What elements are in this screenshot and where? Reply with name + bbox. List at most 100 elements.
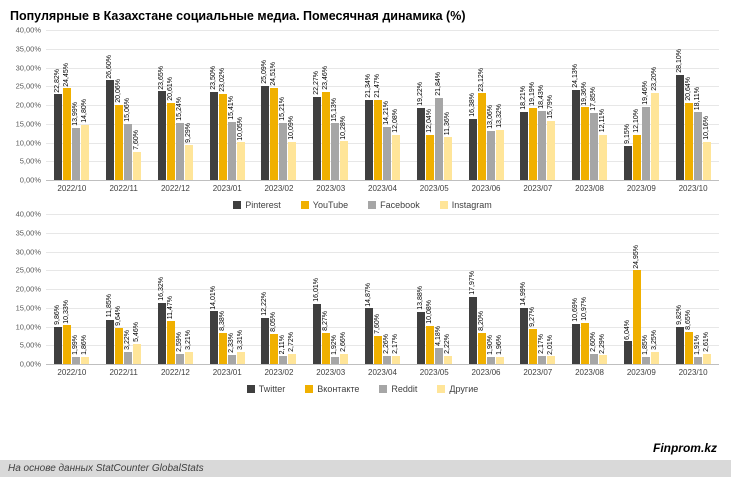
x-axis-label: 2023/02 xyxy=(264,368,294,377)
bar-column: 2,29% xyxy=(599,214,608,364)
bar-column: 1,92% xyxy=(331,214,340,364)
bar-другие xyxy=(443,355,452,364)
bar-column: 14,21% xyxy=(382,30,391,180)
bar-group: 23,65% 20,61% 15,24% 9,29% xyxy=(150,30,202,180)
x-axis-label: 2023/05 xyxy=(419,368,449,377)
bar-pinterest xyxy=(675,74,684,180)
bar-reddit xyxy=(434,348,443,364)
bar-value-label: 8,20% xyxy=(477,311,485,332)
x-axis-label: 2023/04 xyxy=(368,184,397,193)
bar-column: 2,72% xyxy=(288,214,297,364)
bar-column: 20,06% xyxy=(115,30,124,180)
bar-value-label: 14,80% xyxy=(81,98,89,123)
bar-column: 20,64% xyxy=(684,30,693,180)
bar-value-label: 2,66% xyxy=(340,332,348,353)
x-axis-label: 2023/03 xyxy=(316,184,346,193)
source-note: На основе данных StatCounter GlobalStats xyxy=(0,460,731,477)
x-axis-label: 2022/12 xyxy=(160,184,190,193)
x-axis-label: 2023/03 xyxy=(316,368,346,377)
bar-value-label: 23,12% xyxy=(477,67,485,92)
bar-value-label: 15,24% xyxy=(175,97,183,121)
bar-facebook xyxy=(434,98,443,180)
bar-reddit xyxy=(331,356,340,364)
bar-вконтакте xyxy=(115,327,124,364)
bar-value-label: 1,90% xyxy=(486,335,494,355)
legend-label: Другие xyxy=(449,384,479,394)
bar-reddit xyxy=(590,354,599,364)
bar-column: 10,05% xyxy=(236,30,245,180)
x-axis-label: 2022/11 xyxy=(109,368,138,377)
bar-column: 2,59% xyxy=(175,214,184,364)
bar-twitter xyxy=(313,303,322,364)
legend-label: Вконтакте xyxy=(317,384,360,394)
y-axis-tick-label: 35,00% xyxy=(15,44,41,54)
bar-group: 12,22% 8,05% 2,11% 2,72% xyxy=(253,214,305,364)
legend-item-youtube: YouTube xyxy=(300,200,348,210)
legend-item-facebook: Facebook xyxy=(368,200,420,210)
gridline xyxy=(46,251,719,253)
bar-value-label: 13,06% xyxy=(486,105,494,130)
bar-column: 14,87% xyxy=(364,214,373,364)
bar-column: 8,65% xyxy=(684,214,693,364)
bar-instagram xyxy=(236,142,245,180)
bar-value-label: 9,27% xyxy=(529,307,537,328)
bar-value-label: 5,46% xyxy=(133,321,141,342)
bar-column: 9,29% xyxy=(184,30,193,180)
bar-value-label: 16,01% xyxy=(313,278,321,302)
bar-pinterest xyxy=(623,145,632,180)
bar-twitter xyxy=(416,311,425,364)
bar-value-label: 10,33% xyxy=(63,299,71,324)
bar-другие xyxy=(391,355,400,364)
bar-value-label: 23,02% xyxy=(218,67,226,92)
bar-value-label: 15,79% xyxy=(547,95,555,119)
bar-column: 14,01% xyxy=(209,214,218,364)
bar-group: 16,32% 11,47% 2,59% 3,21% xyxy=(150,214,202,364)
bar-facebook xyxy=(382,126,391,180)
bar-column: 2,17% xyxy=(391,214,400,364)
bar-value-label: 1,86% xyxy=(81,335,89,356)
bar-youtube xyxy=(529,108,538,180)
bar-column: 11,85% xyxy=(106,214,115,364)
bar-column: 19,22% xyxy=(416,30,425,180)
y-axis-tick-label: 0,00% xyxy=(19,359,41,369)
bar-другие xyxy=(236,351,245,364)
bar-value-label: 23,65% xyxy=(157,65,165,90)
y-axis-tick-label: 25,00% xyxy=(15,265,41,275)
bar-column: 10,16% xyxy=(702,30,711,180)
gridline xyxy=(46,67,719,69)
bar-facebook xyxy=(279,122,288,180)
page-title: Популярные в Казахстане социальные медиа… xyxy=(10,9,466,23)
gridline xyxy=(46,142,719,144)
bar-column: 23,50% xyxy=(209,30,218,180)
bar-column: 17,85% xyxy=(590,30,599,180)
bar-instagram xyxy=(340,141,349,180)
bar-value-label: 8,27% xyxy=(322,311,330,331)
bar-twitter xyxy=(261,318,270,364)
bar-вконтакте xyxy=(684,331,693,364)
bar-value-label: 24,45% xyxy=(63,62,71,87)
bar-group: 9,15% 12,10% 19,46% 23,20% xyxy=(615,30,667,180)
x-axis-label: 2022/10 xyxy=(57,368,87,377)
bar-column: 2,61% xyxy=(702,214,711,364)
bar-value-label: 2,33% xyxy=(227,333,235,354)
bar-column: 9,64% xyxy=(115,214,124,364)
bar-group: 22,27% 23,46% 15,13% 10,28% xyxy=(305,30,357,180)
bar-другие xyxy=(702,354,711,364)
bar-другие xyxy=(599,355,608,364)
bar-column: 8,27% xyxy=(322,214,331,364)
bar-group: 17,97% 8,20% 1,90% 1,96% xyxy=(460,214,512,364)
legend-item-instagram: Instagram xyxy=(439,200,492,210)
bar-column: 28,10% xyxy=(675,30,684,180)
x-axis-label: 2023/06 xyxy=(471,368,501,377)
bar-value-label: 15,06% xyxy=(124,97,132,122)
plot-area: 22,82% 24,45% 13,99% 14,80% 26,60% 20,06% 15,0… xyxy=(46,30,719,181)
bar-value-label: 16,32% xyxy=(157,277,165,301)
bar-column: 19,36% xyxy=(581,30,590,180)
bar-facebook xyxy=(538,110,547,180)
legend-label: Reddit xyxy=(391,384,418,394)
bar-instagram xyxy=(547,120,556,180)
bar-value-label: 2,59% xyxy=(175,332,183,353)
gridline xyxy=(46,232,719,234)
gridline xyxy=(46,123,719,125)
